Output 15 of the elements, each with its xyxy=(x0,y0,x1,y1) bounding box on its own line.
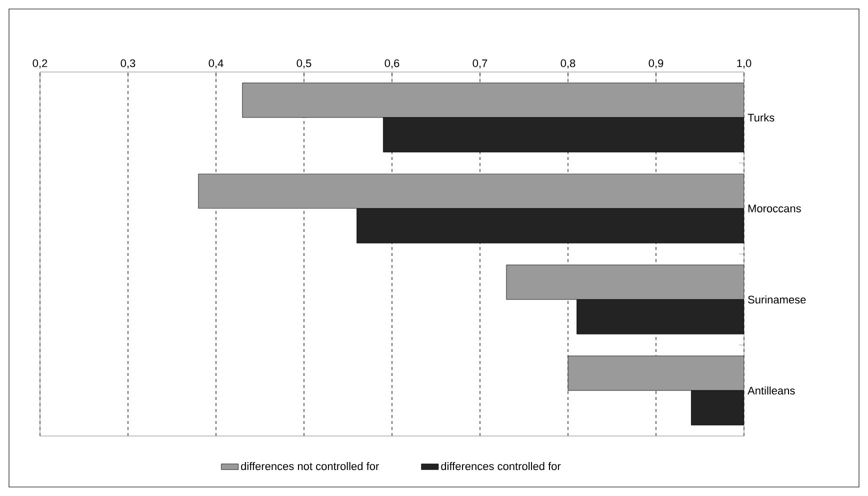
x-tick-label: 0,6 xyxy=(384,59,400,68)
x-tick-label: 0,9 xyxy=(648,59,664,68)
x-tick-label: 1,0 xyxy=(737,59,752,68)
x-tick-label: 0,7 xyxy=(472,59,488,68)
x-tick-label: 0,4 xyxy=(208,59,224,68)
x-tick-label: 0,3 xyxy=(120,59,136,68)
legend-label: differences not controlled for xyxy=(241,462,379,470)
x-tick-label: 0,8 xyxy=(560,59,576,68)
y-tick-label: Turks xyxy=(748,113,774,122)
y-tick-label: Surinamese xyxy=(748,295,806,304)
x-tick-label: 0,2 xyxy=(32,59,48,68)
x-tick-label: 0,5 xyxy=(296,59,312,68)
y-tick-label: Moroccans xyxy=(748,204,801,212)
legend-label: differences controlled for xyxy=(441,462,561,470)
y-tick-label: Antilleans xyxy=(748,386,795,395)
